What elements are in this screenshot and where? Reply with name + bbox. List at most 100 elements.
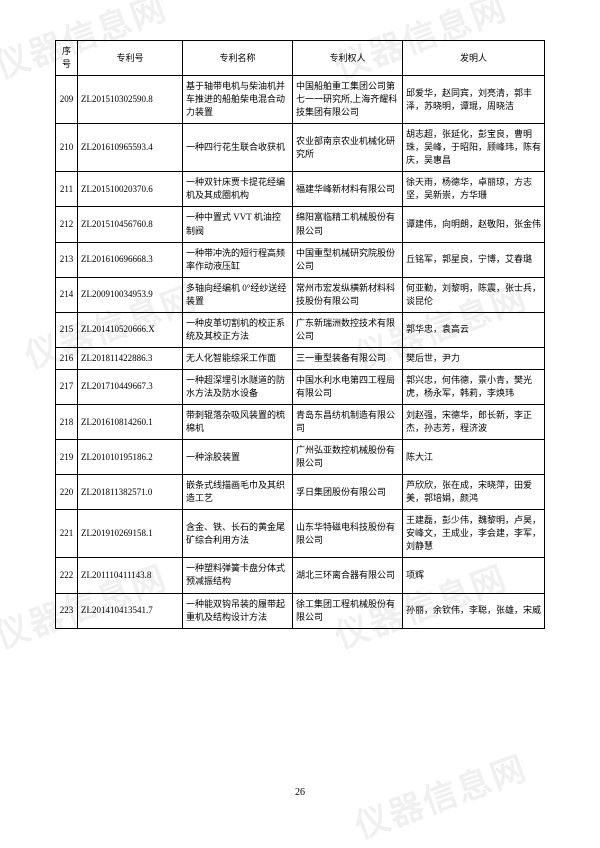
cell-owner: 三一重型装备有限公司 <box>293 347 403 369</box>
cell-patent-name: 一种涂胶装置 <box>183 440 293 475</box>
table-row: 223ZL201410413541.7一种能双钩吊装的履带起重机及结构设计方法徐… <box>56 593 545 628</box>
cell-patent-no: ZL201610814260.1 <box>78 404 183 439</box>
cell-patent-no: ZL201811422886.3 <box>78 347 183 369</box>
cell-patent-no: ZL201510302590.8 <box>78 76 183 124</box>
page-number: 26 <box>0 787 600 798</box>
cell-owner: 青岛东昌纺机制造有限公司 <box>293 404 403 439</box>
cell-seq: 217 <box>56 369 78 404</box>
cell-patent-no: ZL201010195186.2 <box>78 440 183 475</box>
document-page: 仪器信息网仪器信息网仪器信息网仪器信息网仪器信息网仪器信息网仪器信息网 序号 专… <box>0 0 600 848</box>
cell-patent-name: 一种皮革切割机的校正系统及其校正方法 <box>183 312 293 347</box>
cell-owner: 中国船舶重工集团公司第七一一研究所,上海齐耀科技集团有限公司 <box>293 76 403 124</box>
cell-seq: 213 <box>56 242 78 277</box>
table-row: 211ZL201510020370.6一种双针床贾卡提花经编机及其成圈机构福建华… <box>56 172 545 207</box>
cell-patent-name: 一种中置式 VVT 机油控制阀 <box>183 207 293 242</box>
cell-seq: 221 <box>56 510 78 558</box>
cell-inventors: 郭兴忠，何伟德，景小青，樊光虎，杨永军，韩莉，李焕玮 <box>403 369 545 404</box>
cell-inventors: 郭华忠，袁高云 <box>403 312 545 347</box>
cell-owner: 中国水利水电第四工程局有限公司 <box>293 369 403 404</box>
cell-owner: 湖北三环离合器有限公司 <box>293 558 403 593</box>
cell-patent-name: 基于轴带电机与柴油机并车推进的船舶柴电混合动力装置 <box>183 76 293 124</box>
cell-inventors: 王建磊，彭少伟，魏黎明，卢昊，安峰文，王成业，李会建，李军，刘静慧 <box>403 510 545 558</box>
table-row: 213ZL201610696668.3一种带冲洗的短行程高频率作动液压缸中国重型… <box>56 242 545 277</box>
cell-inventors: 樊后世，尹力 <box>403 347 545 369</box>
table-row: 212ZL201510456760.8一种中置式 VVT 机油控制阀绵阳富临精工… <box>56 207 545 242</box>
cell-seq: 220 <box>56 475 78 510</box>
cell-seq: 209 <box>56 76 78 124</box>
header-seq: 序号 <box>56 41 78 76</box>
cell-inventors: 芦欣欣，张在成，宋晓萍，田爱美，郭培娟，颜鸿 <box>403 475 545 510</box>
table-row: 218ZL201610814260.1带刺辊落杂吸风装置的梳棉机青岛东昌纺机制造… <box>56 404 545 439</box>
cell-seq: 215 <box>56 312 78 347</box>
cell-patent-no: ZL201110411143.8 <box>78 558 183 593</box>
cell-inventors: 谭建伟，向明朗，赵敬阳，张金伟 <box>403 207 545 242</box>
cell-patent-no: ZL201610965593.4 <box>78 124 183 172</box>
cell-owner: 中国重型机械研究院股份公司 <box>293 242 403 277</box>
cell-inventors: 丘铭军，郭星良，宁博，艾春璐 <box>403 242 545 277</box>
cell-patent-no: ZL201710449667.3 <box>78 369 183 404</box>
header-patent-no: 专利号 <box>78 41 183 76</box>
cell-inventors: 何亚勤，刘黎明，陈震，张士兵，谈昆伦 <box>403 277 545 312</box>
cell-seq: 216 <box>56 347 78 369</box>
cell-owner: 广东新瑞洲数控技术有限公司 <box>293 312 403 347</box>
cell-seq: 212 <box>56 207 78 242</box>
cell-inventors: 项辉 <box>403 558 545 593</box>
cell-patent-name: 无人化智能综采工作面 <box>183 347 293 369</box>
header-owner: 专利权人 <box>293 41 403 76</box>
table-row: 216ZL201811422886.3无人化智能综采工作面三一重型装备有限公司樊… <box>56 347 545 369</box>
cell-owner: 常州市宏发纵横新材料科技股份有限公司 <box>293 277 403 312</box>
cell-patent-name: 一种能双钩吊装的履带起重机及结构设计方法 <box>183 593 293 628</box>
cell-patent-no: ZL201910269158.1 <box>78 510 183 558</box>
patent-table: 序号 专利号 专利名称 专利权人 发明人 209ZL201510302590.8… <box>55 40 545 629</box>
cell-inventors: 孙丽，余钦伟，李聪，张雄，宋威 <box>403 593 545 628</box>
cell-owner: 广州弘亚数控机械股份有限公司 <box>293 440 403 475</box>
table-row: 222ZL201110411143.8一种塑料弹簧卡盘分体式预减振结构湖北三环离… <box>56 558 545 593</box>
cell-seq: 210 <box>56 124 78 172</box>
cell-seq: 214 <box>56 277 78 312</box>
table-header: 序号 专利号 专利名称 专利权人 发明人 <box>56 41 545 76</box>
cell-patent-name: 一种超深埋引水隧道的防水方法及防水设备 <box>183 369 293 404</box>
cell-patent-name: 嵌条式线描画毛巾及其织造工艺 <box>183 475 293 510</box>
cell-owner: 徐工集团工程机械股份有限公司 <box>293 593 403 628</box>
table-row: 209ZL201510302590.8基于轴带电机与柴油机并车推进的船舶柴电混合… <box>56 76 545 124</box>
cell-patent-name: 一种四行花生联合收获机 <box>183 124 293 172</box>
table-row: 214ZL200910034953.9多轴向经编机 0°经纱送经装置常州市宏发纵… <box>56 277 545 312</box>
cell-seq: 218 <box>56 404 78 439</box>
cell-owner: 孚日集团股份有限公司 <box>293 475 403 510</box>
cell-owner: 福建华峰新材料有限公司 <box>293 172 403 207</box>
header-patent-name: 专利名称 <box>183 41 293 76</box>
cell-inventors: 胡志超，张延化，彭宝良，曹明珠，吴峰，于昭阳，顾峰玮，陈有庆，吴惠昌 <box>403 124 545 172</box>
cell-inventors: 徐天雨，杨德华，卓丽琼，方志坚，吴新崇，方华珊 <box>403 172 545 207</box>
cell-patent-name: 一种塑料弹簧卡盘分体式预减振结构 <box>183 558 293 593</box>
cell-patent-no: ZL201410520666.X <box>78 312 183 347</box>
table-body: 209ZL201510302590.8基于轴带电机与柴油机并车推进的船舶柴电混合… <box>56 76 545 629</box>
cell-inventors: 陈大江 <box>403 440 545 475</box>
cell-owner: 山东华特磁电科技股份有限公司 <box>293 510 403 558</box>
cell-patent-no: ZL200910034953.9 <box>78 277 183 312</box>
cell-patent-no: ZL201610696668.3 <box>78 242 183 277</box>
table-row: 219ZL201010195186.2一种涂胶装置广州弘亚数控机械股份有限公司陈… <box>56 440 545 475</box>
cell-owner: 农业部南京农业机械化研究所 <box>293 124 403 172</box>
cell-patent-no: ZL201510020370.6 <box>78 172 183 207</box>
cell-inventors: 邱爱华，赵同宾，刘亮清，郭丰泽，苏晓明，谭琨，周晓洁 <box>403 76 545 124</box>
cell-seq: 211 <box>56 172 78 207</box>
cell-patent-name: 含金、铁、长石的黄金尾矿综合利用方法 <box>183 510 293 558</box>
table-row: 217ZL201710449667.3一种超深埋引水隧道的防水方法及防水设备中国… <box>56 369 545 404</box>
cell-seq: 219 <box>56 440 78 475</box>
cell-patent-no: ZL201410413541.7 <box>78 593 183 628</box>
table-row: 221ZL201910269158.1含金、铁、长石的黄金尾矿综合利用方法山东华… <box>56 510 545 558</box>
cell-patent-name: 一种双针床贾卡提花经编机及其成圈机构 <box>183 172 293 207</box>
cell-patent-name: 多轴向经编机 0°经纱送经装置 <box>183 277 293 312</box>
cell-owner: 绵阳富临精工机械股份有限公司 <box>293 207 403 242</box>
header-inventors: 发明人 <box>403 41 545 76</box>
table-row: 210ZL201610965593.4一种四行花生联合收获机农业部南京农业机械化… <box>56 124 545 172</box>
cell-patent-no: ZL201811382571.0 <box>78 475 183 510</box>
cell-patent-no: ZL201510456760.8 <box>78 207 183 242</box>
cell-patent-name: 带刺辊落杂吸风装置的梳棉机 <box>183 404 293 439</box>
table-row: 215ZL201410520666.X一种皮革切割机的校正系统及其校正方法广东新… <box>56 312 545 347</box>
cell-seq: 223 <box>56 593 78 628</box>
table-row: 220ZL201811382571.0嵌条式线描画毛巾及其织造工艺孚日集团股份有… <box>56 475 545 510</box>
cell-inventors: 刘赵强，宋德华，郎长新，李正杰，孙志芳，程济波 <box>403 404 545 439</box>
cell-seq: 222 <box>56 558 78 593</box>
cell-patent-name: 一种带冲洗的短行程高频率作动液压缸 <box>183 242 293 277</box>
